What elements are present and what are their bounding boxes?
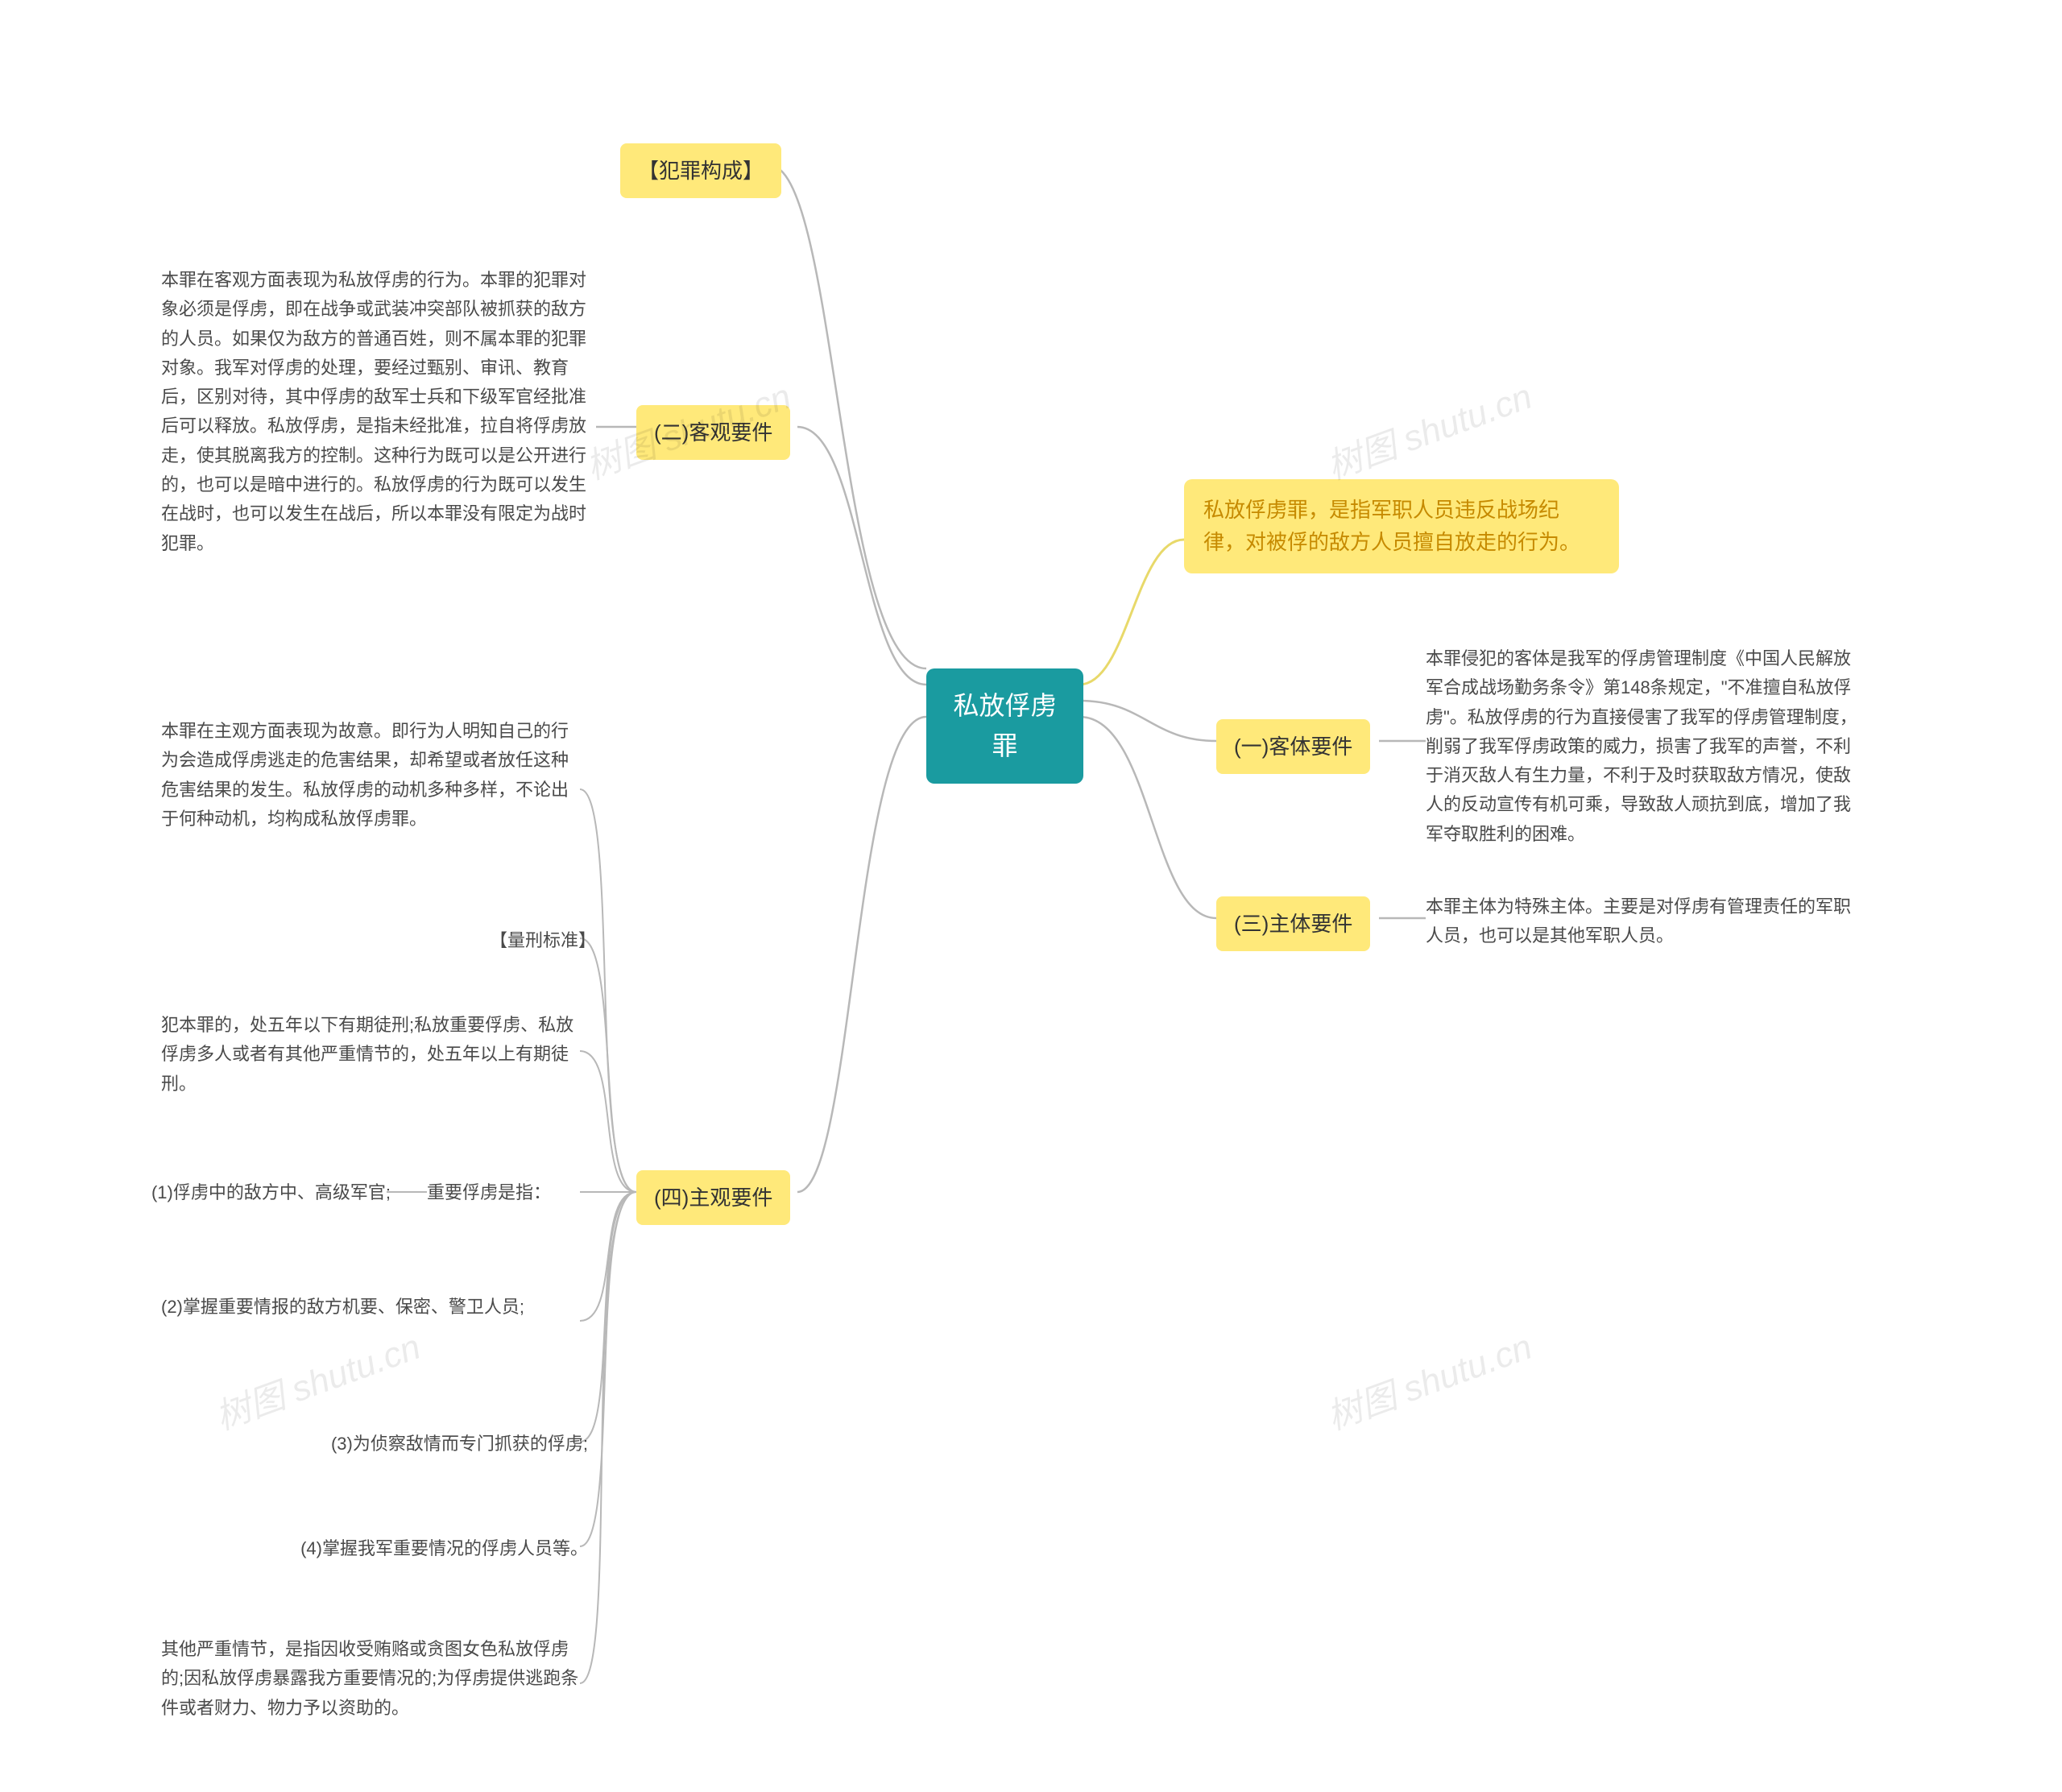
branch-subjective-element[interactable]: (四)主观要件 xyxy=(636,1170,790,1225)
mindmap-canvas: 私放俘虏罪 私放俘虏罪，是指军职人员违反战场纪律，对被俘的敌方人员擅自放走的行为… xyxy=(0,0,2062,1792)
object-element-text: 本罪侵犯的客体是我军的俘虏管理制度《中国人民解放军合成战场勤务条令》第148条规… xyxy=(1426,644,1865,849)
subject-element-text: 本罪主体为特殊主体。主要是对俘虏有管理责任的军职人员，也可以是其他军职人员。 xyxy=(1426,892,1853,951)
objective-element-text: 本罪在客观方面表现为私放俘虏的行为。本罪的犯罪对象必须是俘虏，即在战争或武装冲突… xyxy=(161,266,596,558)
important-pow-header: 重要俘虏是指： xyxy=(427,1178,588,1207)
important-pow-item-4: (4)掌握我军重要情况的俘虏人员等。 xyxy=(250,1534,588,1563)
root-node[interactable]: 私放俘虏罪 xyxy=(926,668,1083,784)
other-serious-text: 其他严重情节，是指因收受贿赂或贪图女色私放俘虏的;因私放俘虏暴露我方重要情况的;… xyxy=(161,1635,588,1723)
important-pow-item-2: (2)掌握重要情报的敌方机要、保密、警卫人员; xyxy=(161,1293,580,1322)
watermark: 树图 shutu.cn xyxy=(1319,367,1538,489)
watermark: 树图 shutu.cn xyxy=(1319,1318,1538,1439)
branch-object-element[interactable]: (一)客体要件 xyxy=(1216,719,1370,774)
sentencing-text: 犯本罪的，处五年以下有期徒刑;私放重要俘虏、私放俘虏多人或者有其他严重情节的，处… xyxy=(161,1011,580,1099)
definition-node: 私放俘虏罪，是指军职人员违反战场纪律，对被俘的敌方人员擅自放走的行为。 xyxy=(1184,479,1619,573)
branch-objective-element[interactable]: (二)客观要件 xyxy=(636,405,790,460)
important-pow-item-1: (1)俘虏中的敌方中、高级军官; xyxy=(97,1178,391,1207)
subjective-text: 本罪在主观方面表现为故意。即行为人明知自己的行为会造成俘虏逃走的危害结果，却希望… xyxy=(161,717,580,834)
important-pow-item-3: (3)为侦察敌情而专门抓获的俘虏; xyxy=(298,1430,588,1459)
crime-composition-header: 【犯罪构成】 xyxy=(620,143,781,198)
branch-subject-element[interactable]: (三)主体要件 xyxy=(1216,896,1370,951)
sentencing-header: 【量刑标准】 xyxy=(435,926,596,955)
watermark: 树图 shutu.cn xyxy=(207,1318,426,1439)
